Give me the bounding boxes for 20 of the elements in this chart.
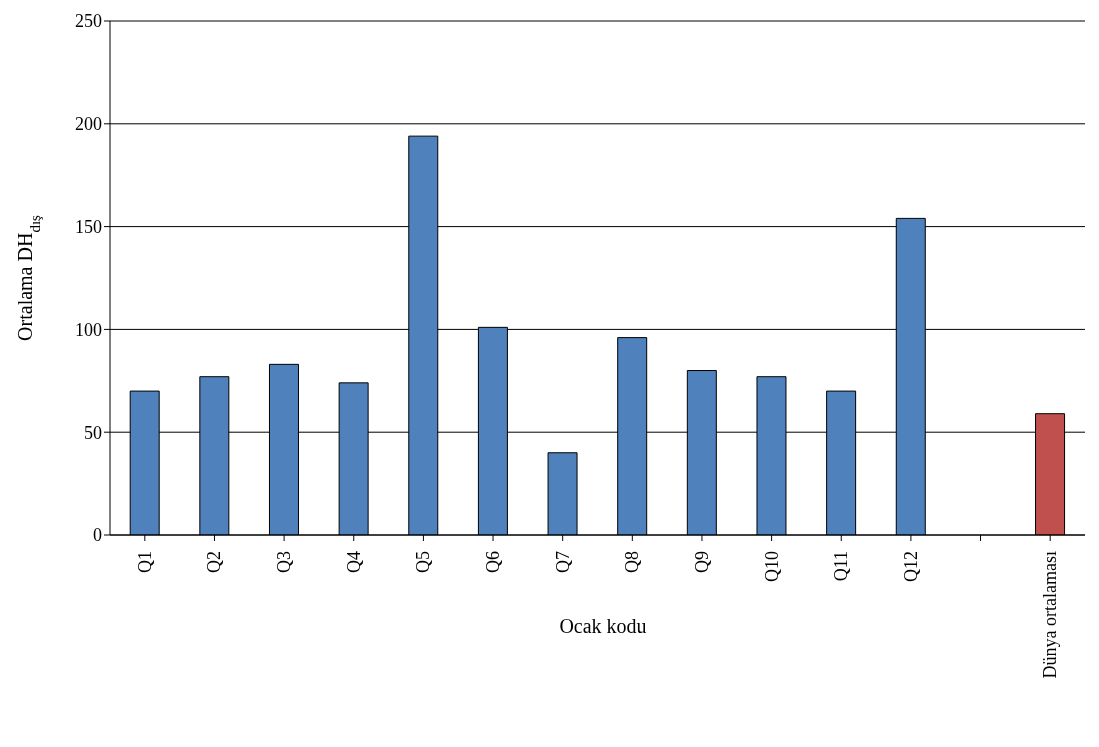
y-tick-label: 50 [84,422,102,443]
x-tick-label: Q1 [134,551,155,573]
x-tick-label: Q4 [343,551,364,573]
x-tick-label: Q7 [552,551,573,573]
x-tick-label: Q11 [831,551,852,582]
x-tick-label: Q10 [761,551,782,582]
y-tick-label: 150 [75,216,102,237]
x-tick-label: Q3 [274,551,295,573]
x-tick-label: Q8 [622,551,643,573]
x-tick-label: Q2 [204,551,225,573]
y-tick-label: 100 [75,319,102,340]
x-tick-label: Q5 [413,551,434,573]
y-tick-label: 0 [93,525,102,546]
x-tick-label: Q6 [483,551,504,573]
y-tick-label: 250 [75,11,102,32]
x-tick-label: Q12 [900,551,921,582]
y-tick-label: 200 [75,114,102,135]
x-axis-title: Ocak kodu [559,615,647,637]
x-tick-label: Dünya ortalaması [1040,551,1061,679]
x-tick-label: Q9 [691,551,712,573]
